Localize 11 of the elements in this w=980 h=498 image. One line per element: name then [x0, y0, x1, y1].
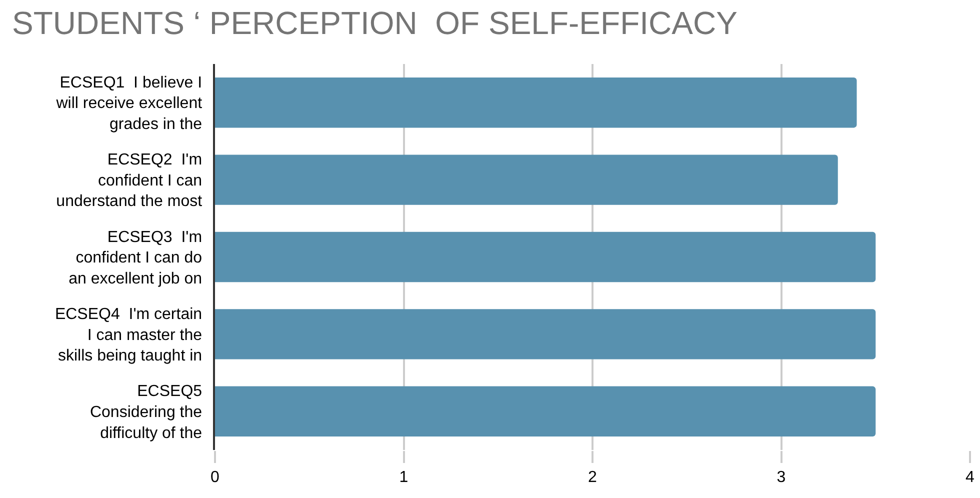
y-tick-label: ECSEQ2 I'm confident I can understand the most	[56, 152, 203, 210]
y-tick-label: ECSEQ1 I believe I will receive excellent grades in the	[55, 74, 203, 133]
x-tick-label: 0	[210, 469, 220, 486]
x-tick-label: 1	[399, 469, 408, 486]
x-tick-label: 4	[966, 469, 975, 486]
chart-title: STUDENTS ‘ PERCEPTION OF SELF-EFFICACY	[12, 5, 738, 42]
y-tick-label: ECSEQ3 I'm confident I can do an excellent job on	[68, 228, 202, 288]
y-tick-label: ECSEQ5 Considering the difficulty of the	[90, 383, 202, 442]
y-tick-label: ECSEQ4 I'm certain I can master the skills being taught in	[54, 306, 202, 365]
x-tick-label: 2	[588, 469, 598, 486]
x-tick-label: 3	[776, 469, 786, 486]
